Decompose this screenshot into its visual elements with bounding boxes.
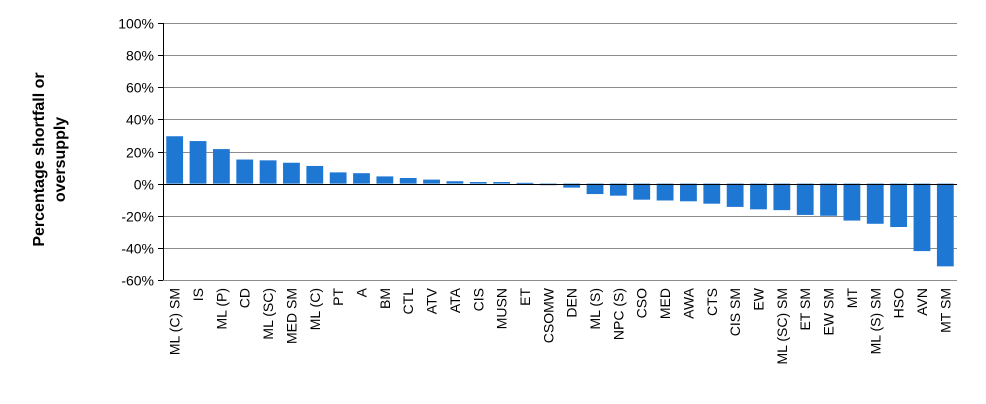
x-tick-label: CSO <box>634 288 650 318</box>
bar <box>259 160 277 184</box>
x-tick-label: CTL <box>400 288 416 315</box>
x-tick-label: MT <box>844 288 860 309</box>
bar <box>283 162 300 184</box>
bar <box>680 183 697 202</box>
x-tick-label: CTS <box>704 288 720 316</box>
bar <box>656 183 674 201</box>
y-tick-label: 20% <box>126 145 154 161</box>
x-tick-label: CD <box>237 288 253 308</box>
bar <box>750 183 767 210</box>
y-tick-label: 40% <box>126 112 154 128</box>
bar <box>469 182 487 184</box>
x-tick-label: CIS <box>470 288 486 311</box>
bar <box>516 182 534 184</box>
bar <box>236 159 254 184</box>
y-tick-label: 60% <box>126 80 154 96</box>
x-tick-label: ML (SC) <box>260 288 276 340</box>
bar <box>212 149 230 184</box>
bar <box>586 183 604 195</box>
bars <box>166 136 954 267</box>
x-tick-label: ML (S) SM <box>867 288 883 354</box>
x-tick-label: AWA <box>680 287 696 319</box>
x-tick-label: A <box>354 287 370 297</box>
x-tick-label: EW <box>751 287 767 310</box>
bar <box>189 141 207 184</box>
x-tick-label: HSO <box>891 288 907 318</box>
y-tick-label: 80% <box>126 48 154 64</box>
x-tick-label: ML (C) <box>307 288 323 330</box>
x-tick-label: ET SM <box>797 288 813 331</box>
bar <box>423 179 440 184</box>
bar <box>843 183 861 221</box>
x-tick-label: ATA <box>447 287 463 313</box>
y-tick-label: -40% <box>121 241 154 257</box>
x-tick-label: MED <box>657 288 673 319</box>
x-tick-label: CIS SM <box>727 288 743 336</box>
bar <box>936 183 954 267</box>
y-tick-label: 0% <box>134 177 154 193</box>
x-tick-label: IS <box>190 288 206 301</box>
x-tick-label: AVN <box>914 288 930 316</box>
x-tick-label: MUSN <box>494 288 510 329</box>
x-tick-label: ML (SC) SM <box>774 288 790 364</box>
x-tick-label: CSOMW <box>540 287 556 343</box>
bar <box>890 183 908 227</box>
bar <box>306 165 324 184</box>
bar <box>773 183 791 211</box>
x-tick-label: MED SM <box>283 288 299 344</box>
bar <box>820 183 837 216</box>
y-tick-label: 100% <box>118 16 154 32</box>
y-axis-label-line: oversupply <box>52 117 69 202</box>
y-axis-label: Percentage shortfall or oversupply <box>31 72 69 246</box>
y-tick-label: -20% <box>121 209 154 225</box>
x-tick-label: ATV <box>424 287 440 314</box>
x-tick-label: ET <box>517 288 533 306</box>
bar <box>866 183 884 224</box>
bar <box>446 181 464 184</box>
bar <box>329 172 347 184</box>
bar <box>796 183 814 215</box>
gridlines <box>163 23 957 281</box>
y-tick-label: -60% <box>121 273 154 289</box>
x-tick-label: MT SM <box>937 288 953 333</box>
x-tick-label: BM <box>377 288 393 309</box>
bar <box>493 182 511 184</box>
x-tick-label: NPC (S) <box>610 288 626 340</box>
bar <box>633 183 651 200</box>
bar <box>563 183 581 188</box>
bar <box>399 178 417 184</box>
x-tick-label: PT <box>330 288 346 306</box>
y-axis-label-line: Percentage shortfall or <box>31 72 48 246</box>
bar <box>376 176 394 184</box>
x-tick-labels: ML (C) SM IS ML (P) CD ML (SC) MED SM ML (C) PT… <box>167 287 954 364</box>
bar <box>726 183 744 207</box>
x-tick-label: ML (S) <box>587 288 603 329</box>
bar <box>913 183 931 252</box>
x-tick-label: EW SM <box>821 288 837 335</box>
bar <box>609 183 627 196</box>
bar <box>703 183 721 204</box>
bar <box>353 173 370 184</box>
axes <box>158 23 957 281</box>
x-tick-label: DEN <box>564 288 580 318</box>
bar <box>166 136 184 184</box>
x-tick-label: ML (C) SM <box>167 288 183 355</box>
x-tick-label: ML (P) <box>213 288 229 329</box>
y-tick-labels: -60% -40% -20% 0% 20% 40% 60% 80% 100% <box>118 16 154 289</box>
